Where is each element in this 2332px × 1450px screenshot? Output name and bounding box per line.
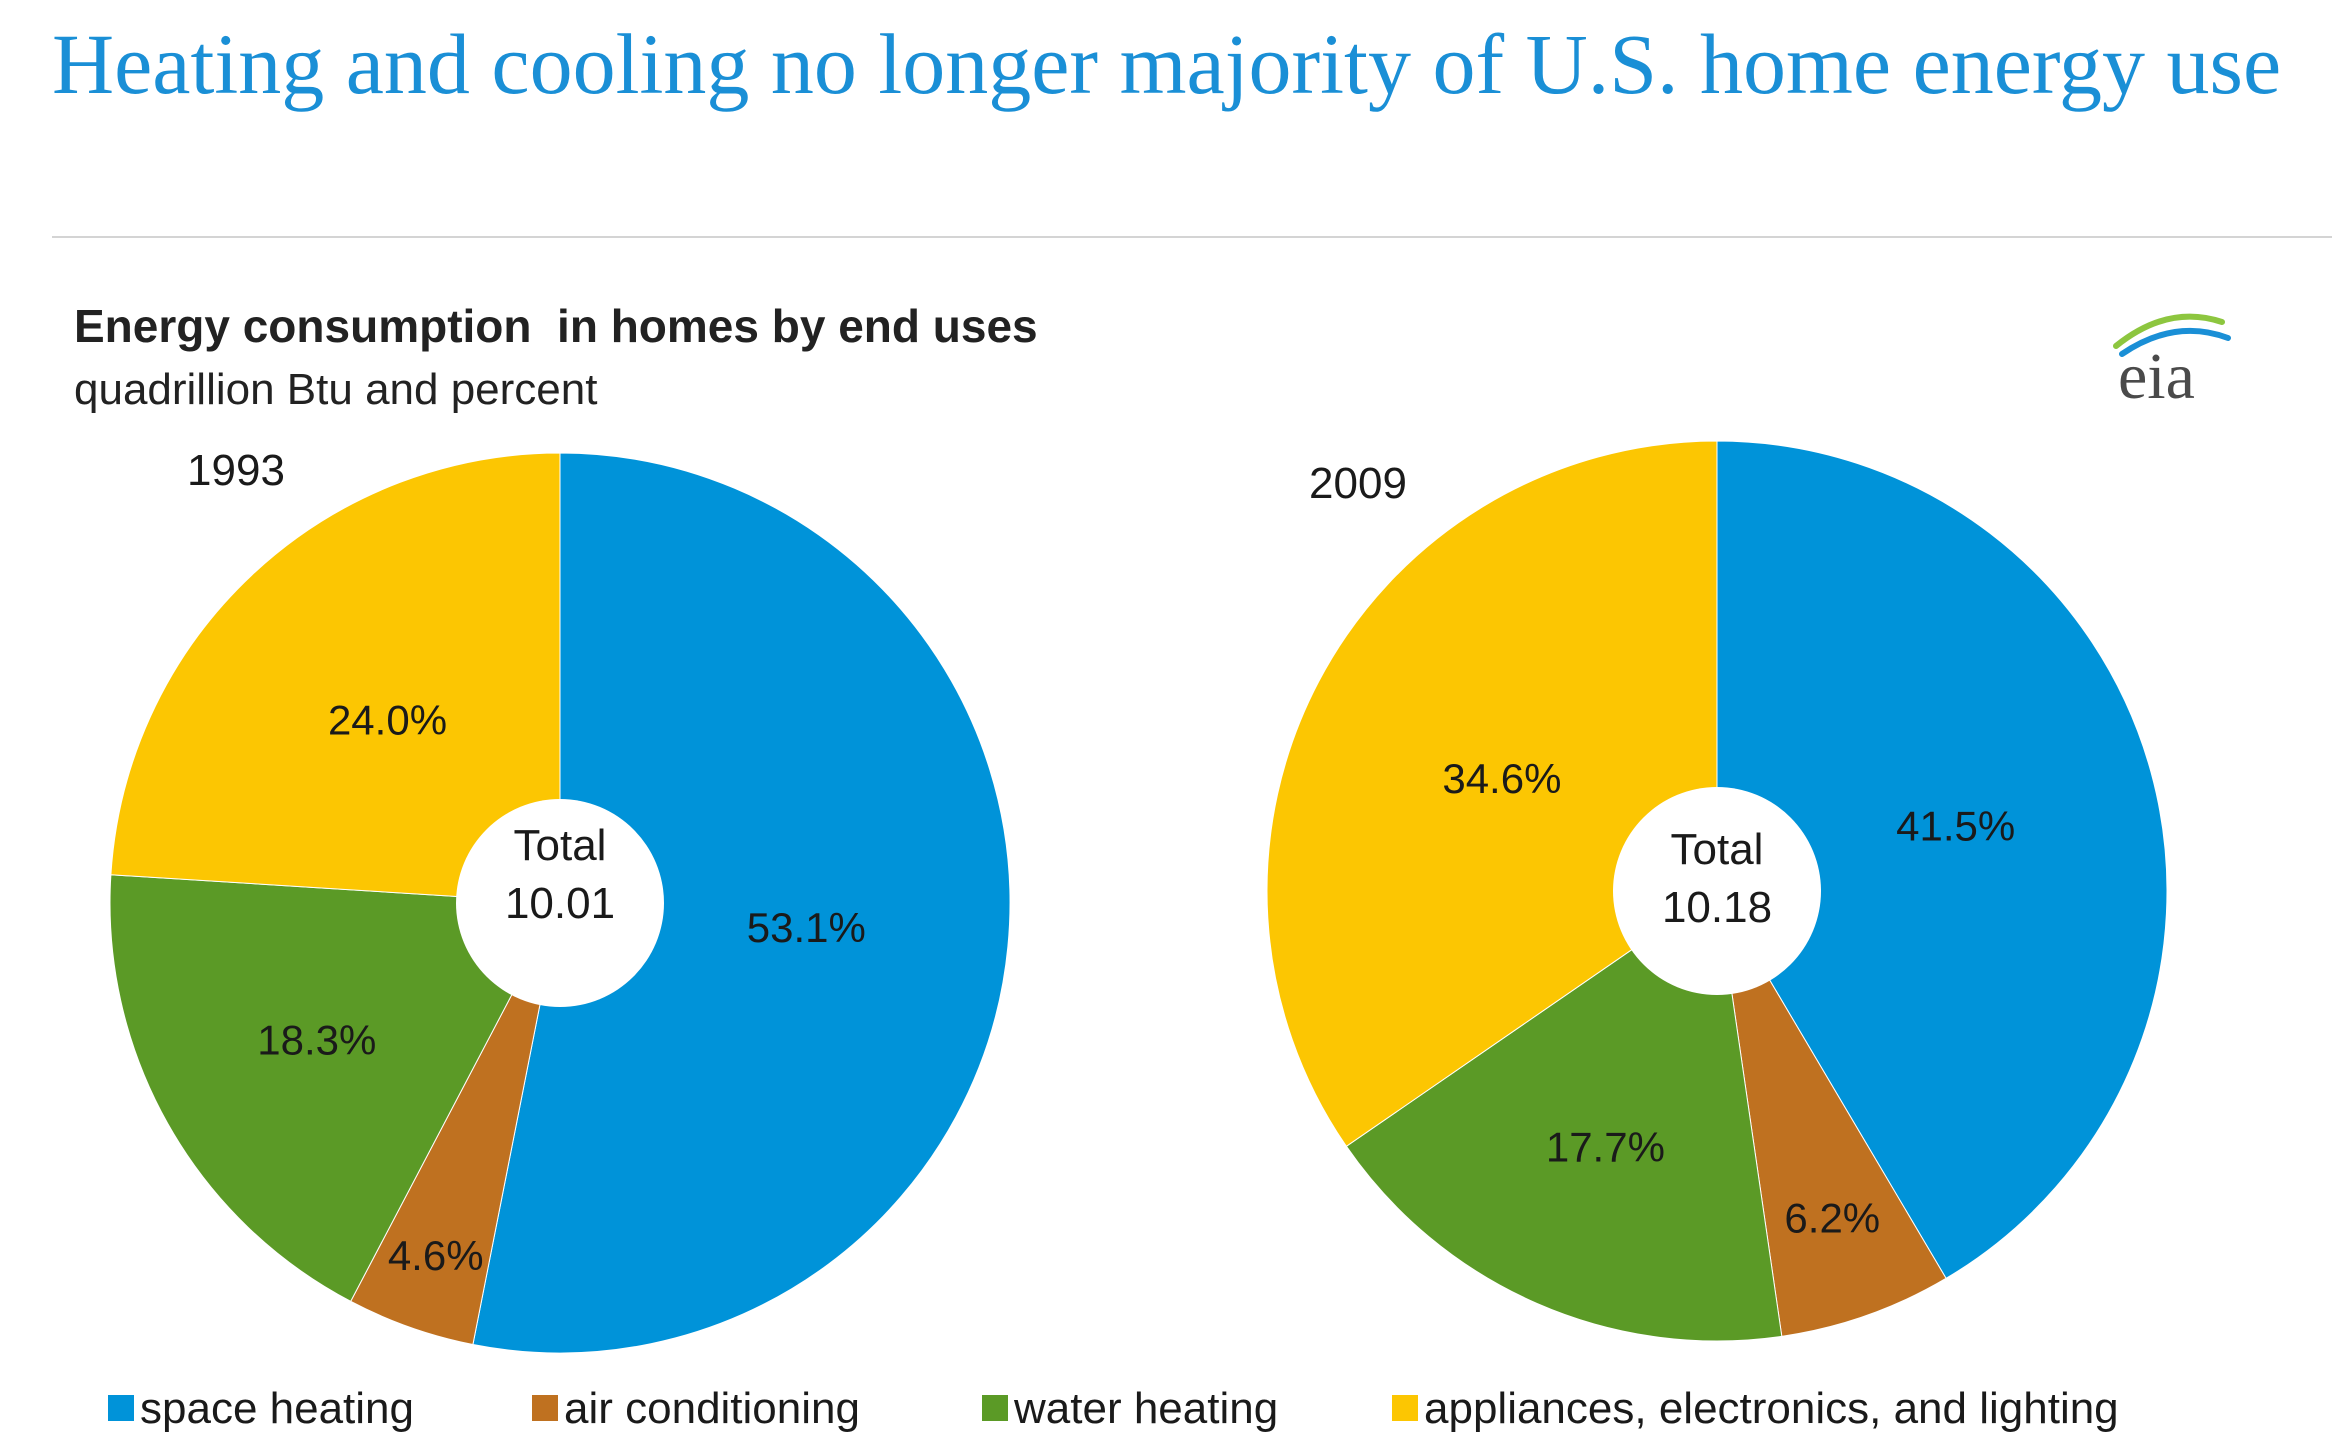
legend-label-air-conditioning: air conditioning xyxy=(564,1384,860,1433)
legend-item-air-conditioning: air conditioning xyxy=(532,1384,860,1433)
center-total-value-2009: 10.18 xyxy=(1662,883,1772,932)
slice-label-2009-air-conditioning: 6.2% xyxy=(1784,1195,1880,1242)
slice-label-2009-water-heating: 17.7% xyxy=(1546,1124,1665,1171)
legend-label-space-heating: space heating xyxy=(140,1384,414,1433)
pie-1993: 53.1% 4.6% 18.3% 24.0% Total 10.01 1993 xyxy=(109,446,1011,1354)
center-hole-1993 xyxy=(456,799,664,1007)
slice-label-1993-space-heating: 53.1% xyxy=(747,904,866,951)
slice-1993-water-heating xyxy=(109,874,561,1303)
pie-year-label-2009: 2009 xyxy=(1309,459,1407,508)
center-hole-2009 xyxy=(1613,787,1821,995)
logo-arc-blue xyxy=(2119,327,2231,357)
legend-label-appliances-electronics-and-lighting: appliances, electronics, and lighting xyxy=(1424,1384,2119,1433)
pies-group: 53.1% 4.6% 18.3% 24.0% Total 10.01 1993 41.5% 6.… xyxy=(109,440,2168,1354)
legend-item-water-heating: water heating xyxy=(982,1384,1278,1433)
slice-2009-water-heating xyxy=(1345,890,1783,1342)
center-total-label-2009: Total xyxy=(1671,825,1764,874)
legend-swatch-water-heating xyxy=(982,1395,1008,1421)
legend-item-space-heating: space heating xyxy=(108,1384,414,1433)
slice-2009-appliances-electronics-and-lighting xyxy=(1266,440,1718,1147)
slice-2009-space-heating xyxy=(1716,440,2168,1280)
chart-subtitle: quadrillion Btu and percent xyxy=(74,365,597,414)
pie-2009: 41.5% 6.2% 17.7% 34.6% Total 10.18 2009 xyxy=(1266,440,2168,1342)
chart-legend: space heating air conditioning water heati… xyxy=(108,1384,2119,1433)
slice-1993-appliances-electronics-and-lighting xyxy=(110,452,561,904)
pie-year-label-1993: 1993 xyxy=(187,446,285,495)
legend-swatch-space-heating xyxy=(108,1395,134,1421)
slice-label-1993-appliances-electronics-and-lighting: 24.0% xyxy=(328,696,447,743)
eia-logo: eia xyxy=(2113,313,2231,413)
slice-label-1993-air-conditioning: 4.6% xyxy=(388,1232,484,1279)
legend-label-water-heating: water heating xyxy=(1013,1384,1278,1433)
legend-swatch-appliances-electronics-and-lighting xyxy=(1392,1395,1418,1421)
chart-title: Energy consumption in homes by end uses xyxy=(74,300,1038,352)
legend-item-appliances-electronics-and-lighting: appliances, electronics, and lighting xyxy=(1392,1384,2119,1433)
headline-divider xyxy=(52,236,2332,238)
logo-text: eia xyxy=(2118,340,2195,413)
logo-arc-green xyxy=(2113,313,2225,349)
page-headline: Heating and cooling no longer majority o… xyxy=(52,16,2282,112)
center-total-label-1993: Total xyxy=(514,821,607,870)
slice-2009-air-conditioning xyxy=(1716,890,1947,1337)
legend-swatch-air-conditioning xyxy=(532,1395,558,1421)
slice-1993-space-heating xyxy=(472,452,1011,1354)
slice-label-2009-appliances-electronics-and-lighting: 34.6% xyxy=(1442,755,1561,802)
slice-label-2009-space-heating: 41.5% xyxy=(1896,803,2015,850)
center-total-value-1993: 10.01 xyxy=(505,879,615,928)
slice-label-1993-water-heating: 18.3% xyxy=(257,1017,376,1064)
